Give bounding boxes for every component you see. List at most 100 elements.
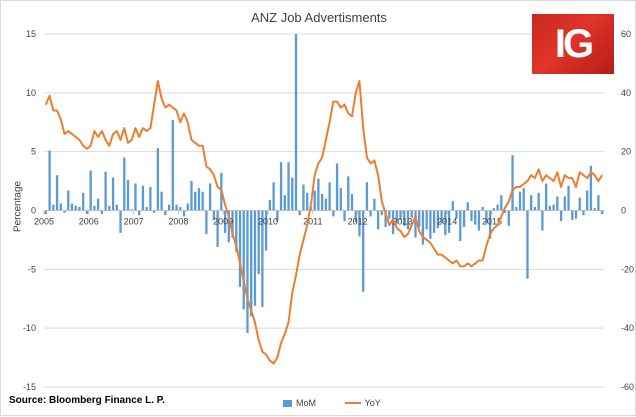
- mom-bar: [298, 210, 301, 216]
- mom-bar: [339, 188, 342, 211]
- x-tick-label: 2006: [79, 217, 99, 227]
- mom-bar: [362, 210, 365, 292]
- mom-bar: [365, 182, 369, 211]
- mom-bar: [190, 181, 193, 211]
- mom-bar: [597, 195, 600, 211]
- mom-bar: [279, 162, 283, 211]
- x-tick-label: 2010: [258, 217, 278, 227]
- logo-text: IG: [554, 21, 594, 66]
- mom-bar: [201, 191, 204, 211]
- mom-bar: [444, 210, 447, 236]
- mom-bar: [257, 210, 260, 275]
- mom-bar: [197, 188, 201, 211]
- mom-bar: [48, 150, 51, 211]
- mom-bar: [231, 210, 234, 238]
- mom-bar: [429, 210, 432, 239]
- mom-bar: [283, 195, 286, 211]
- mom-bar: [410, 210, 413, 218]
- x-tick-label: 2011: [303, 217, 322, 227]
- mom-bar: [358, 210, 361, 237]
- mom-bar: [59, 203, 62, 211]
- mom-bar: [511, 155, 514, 211]
- mom-bar: [179, 206, 182, 211]
- mom-bar: [567, 185, 570, 211]
- mom-bar: [432, 210, 436, 233]
- mom-bar: [530, 195, 533, 211]
- mom-bar: [328, 182, 331, 211]
- mom-bar: [332, 210, 335, 217]
- mom-bar: [108, 205, 111, 211]
- mom-bar: [388, 210, 391, 219]
- mom-bar: [421, 210, 425, 245]
- mom-bar: [223, 210, 227, 233]
- x-tick-label: 2005: [34, 217, 54, 227]
- mom-bar: [96, 198, 100, 211]
- mom-bar: [571, 210, 574, 220]
- mom-bar: [347, 176, 350, 211]
- mom-bar: [268, 199, 272, 211]
- mom-bar: [485, 210, 488, 224]
- mom-bar: [141, 185, 145, 211]
- mom-bar: [515, 206, 518, 211]
- mom-bar: [238, 210, 242, 287]
- mom-bar: [384, 210, 387, 227]
- x-tick-label: 2014: [437, 217, 457, 227]
- y-left-tick-label: -15: [23, 382, 36, 392]
- mom-bar: [276, 210, 279, 222]
- mom-bar: [63, 210, 66, 213]
- y-left-tick-label: -10: [23, 323, 36, 333]
- mom-bar: [559, 210, 563, 222]
- y-right-tick-label: -40: [621, 323, 634, 333]
- mom-bar: [164, 210, 167, 216]
- mom-bar: [186, 203, 189, 211]
- mom-bar: [313, 190, 316, 211]
- mom-bar: [586, 190, 589, 211]
- mom-bar: [294, 34, 298, 211]
- mom-bar: [537, 192, 540, 211]
- mom-bar: [317, 178, 320, 211]
- mom-bar: [455, 210, 458, 219]
- mom-bar: [526, 210, 529, 279]
- mom-bar: [138, 210, 141, 216]
- y-right-tick-label: 0: [621, 206, 626, 216]
- mom-bar: [533, 206, 537, 211]
- mom-bar: [194, 191, 197, 211]
- legend-swatch-mom: [283, 400, 292, 407]
- mom-bar: [414, 210, 417, 238]
- mom-bar: [470, 210, 473, 222]
- mom-bar: [335, 163, 339, 211]
- mom-bar: [563, 196, 566, 211]
- mom-bar: [246, 210, 249, 333]
- mom-bar: [261, 210, 264, 307]
- y-left-tick-label: -5: [28, 264, 36, 274]
- mom-bar: [343, 210, 346, 222]
- source-note: Source: Bloomberg Finance L. P.: [9, 395, 165, 406]
- mom-bar: [149, 186, 152, 211]
- y-right-tick-label: 60: [621, 29, 631, 39]
- mom-bar: [82, 192, 85, 211]
- mom-bar: [488, 210, 492, 239]
- mom-bar: [302, 184, 305, 211]
- mom-bar: [123, 157, 126, 211]
- mom-bar: [242, 210, 245, 310]
- mom-bar: [380, 210, 384, 216]
- mom-bar: [152, 210, 156, 213]
- mom-bar: [171, 119, 174, 211]
- mom-bar: [406, 210, 410, 230]
- mom-bar: [235, 210, 238, 252]
- mom-bar: [600, 210, 604, 215]
- mom-bar: [287, 162, 290, 211]
- mom-bar: [156, 148, 160, 211]
- mom-bar: [93, 205, 96, 211]
- mom-bar: [522, 188, 525, 211]
- mom-bar: [500, 195, 503, 211]
- mom-bar: [160, 191, 163, 211]
- y-left-tick-label: 15: [26, 29, 36, 39]
- y-left-tick-label: 10: [26, 88, 36, 98]
- mom-bar: [126, 179, 130, 211]
- x-tick-label: 2015: [482, 217, 502, 227]
- mom-bar: [111, 177, 115, 211]
- x-tick-label: 2008: [168, 217, 188, 227]
- mom-bar: [212, 210, 216, 220]
